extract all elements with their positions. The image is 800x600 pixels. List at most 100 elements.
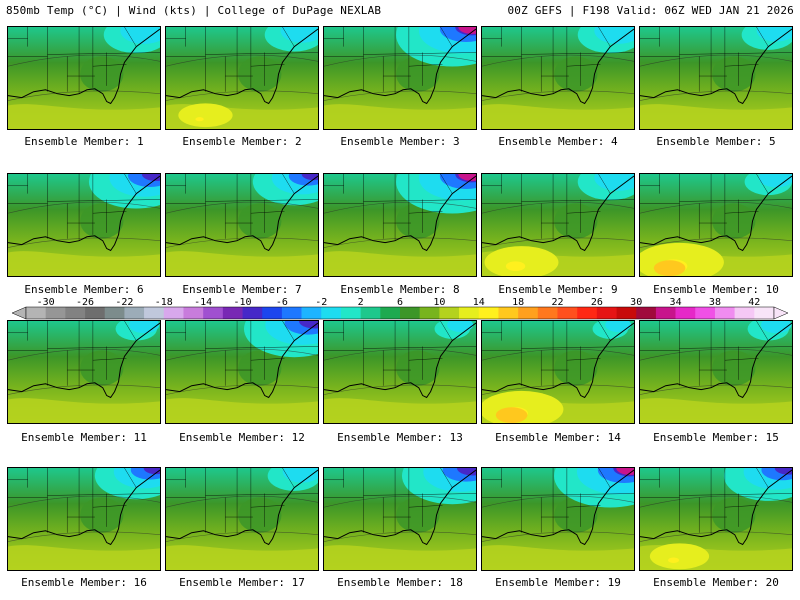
colorbar-swatch [754,307,775,319]
temperature-field [640,321,792,423]
member-20-label: Ensemble Member: 20 [653,576,779,589]
temperature-field [8,468,160,570]
colorbar-swatch [714,307,735,319]
colorbar-swatch [144,307,165,319]
map-title: 850mb Temp (°C) | Wind (kts) | College o… [6,4,382,17]
member-13-map [323,320,477,424]
member-2-label: Ensemble Member: 2 [182,135,302,148]
temperature-field [8,27,160,129]
colorbar-tick-label: 10 [433,297,445,308]
colorbar-swatch [537,307,558,319]
member-19-map [481,467,635,571]
colorbar-tick-label: 38 [709,297,721,308]
member-4-map [481,26,635,130]
temperature-field [640,174,792,276]
temperature-field [166,27,318,129]
temperature-field [324,27,476,129]
colorbar-swatch [360,307,381,319]
colorbar-swatch [380,307,401,319]
member-8-map [323,173,477,277]
colorbar-tick-label: -6 [276,297,288,308]
member-15-map [639,320,793,424]
temperature-field [166,174,318,276]
member-5-label: Ensemble Member: 5 [656,135,776,148]
member-14-map [481,320,635,424]
member-5-map [639,26,793,130]
colorbar-tick-label: 34 [670,297,682,308]
colorbar-swatch [557,307,578,319]
member-16-map [7,467,161,571]
member-17-label: Ensemble Member: 17 [179,576,305,589]
member-8-label: Ensemble Member: 8 [340,283,460,296]
colorbar-swatch [518,307,539,319]
colorbar-swatch [636,307,657,319]
colorbar-tick-label: -18 [155,297,173,308]
member-11-label: Ensemble Member: 11 [21,431,147,444]
colorbar-swatch [183,307,204,319]
colorbar-swatch [577,307,598,319]
member-11-map [7,320,161,424]
colorbar-tick-label: -26 [76,297,94,308]
member-7-map [165,173,319,277]
colorbar-swatch [203,307,224,319]
colorbar-low-arrow [11,306,27,320]
member-4-label: Ensemble Member: 4 [498,135,618,148]
colorbar-swatch [616,307,637,319]
colorbar-swatch [340,307,361,319]
member-14-label: Ensemble Member: 14 [495,431,621,444]
colorbar-swatch [124,307,145,319]
member-10-label: Ensemble Member: 10 [653,283,779,296]
colorbar-swatch [104,307,125,319]
temperature-field [482,468,634,570]
temperature-field [482,321,634,423]
colorbar-swatch [262,307,283,319]
colorbar-tick-label: -14 [194,297,212,308]
colorbar-swatch [419,307,440,319]
temperature-field [324,468,476,570]
colorbar-swatch [65,307,86,319]
member-1-map [7,26,161,130]
member-12-map [165,320,319,424]
member-12-label: Ensemble Member: 12 [179,431,305,444]
member-19-label: Ensemble Member: 19 [495,576,621,589]
colorbar-tick-label: 26 [591,297,603,308]
colorbar-tick-label: 30 [630,297,642,308]
colorbar-tick-label: 2 [358,297,364,308]
colorbar-tick-label: 42 [748,297,760,308]
member-13-label: Ensemble Member: 13 [337,431,463,444]
colorbar-swatch [242,307,263,319]
colorbar-tick-label: 14 [473,297,485,308]
colorbar-swatch [439,307,460,319]
temperature-colorbar: -30 -26 -22 -18 -14 -10 -6 -2 2 6 10 14 18 22 26 30 34 38… [11,297,789,320]
colorbar-swatch [321,307,342,319]
colorbar-swatch [498,307,519,319]
member-1-label: Ensemble Member: 1 [24,135,144,148]
colorbar-tick-label: -30 [37,297,55,308]
run-valid-time: 00Z GEFS | F198 Valid: 06Z WED JAN 21 20… [507,4,794,17]
colorbar-tick-label: 18 [512,297,524,308]
colorbar-swatch [478,307,499,319]
colorbar-swatch [281,307,302,319]
member-10-map [639,173,793,277]
member-9-label: Ensemble Member: 9 [498,283,618,296]
colorbar-swatch [459,307,480,319]
temperature-field [166,321,318,423]
member-3-label: Ensemble Member: 3 [340,135,460,148]
member-6-map [7,173,161,277]
colorbar-swatch [695,307,716,319]
colorbar-swatch [596,307,617,319]
temperature-field [166,468,318,570]
colorbar-swatch [675,307,696,319]
member-16-label: Ensemble Member: 16 [21,576,147,589]
temperature-field [482,27,634,129]
colorbar-swatch [163,307,184,319]
colorbar-swatch [45,307,66,319]
temperature-field [640,468,792,570]
member-7-label: Ensemble Member: 7 [182,283,302,296]
colorbar-tick-label: 22 [551,297,563,308]
temperature-field [640,27,792,129]
colorbar-tick-label: 6 [397,297,403,308]
colorbar-swatch [301,307,322,319]
colorbar-swatch [222,307,243,319]
member-18-map [323,467,477,571]
